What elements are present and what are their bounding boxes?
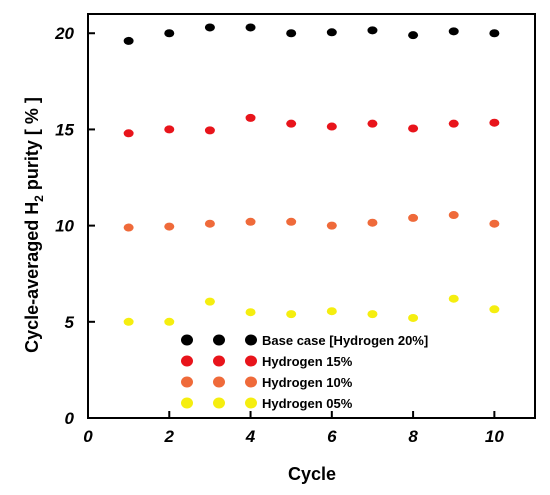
data-point: [164, 317, 175, 326]
data-point: [367, 119, 378, 128]
data-point: [164, 29, 175, 38]
x-tick-label: 10: [485, 427, 504, 446]
svg-text:Cycle-averaged H2 purity [ % ]: Cycle-averaged H2 purity [ % ]: [22, 97, 46, 353]
y-tick-label: 15: [55, 120, 74, 139]
data-point: [245, 308, 256, 317]
y-tick-label: 10: [55, 217, 74, 236]
y-axis-title-main: Cycle-averaged H: [22, 202, 42, 353]
x-axis-ticks: 0 2 4 6 8 10: [83, 411, 504, 446]
data-point: [286, 29, 297, 38]
legend-entry: Hydrogen 15%: [181, 354, 353, 369]
data-point: [245, 113, 256, 122]
data-points: [123, 23, 500, 326]
data-point: [164, 222, 175, 231]
legend-entry: Hydrogen 05%: [181, 396, 353, 411]
legend-marker: [213, 376, 225, 388]
plot-border: [87, 13, 536, 419]
data-point: [123, 223, 134, 232]
data-point: [448, 211, 459, 220]
data-point: [367, 26, 378, 35]
data-point: [367, 218, 378, 227]
data-point: [204, 126, 215, 135]
legend-marker: [181, 355, 193, 367]
legend: Base case [Hydrogen 20%] Hydrogen 15% Hydr…: [181, 333, 428, 411]
legend-entry: Hydrogen 10%: [181, 375, 353, 390]
y-tick-label: 20: [54, 24, 74, 43]
data-point: [245, 217, 256, 226]
x-tick-label: 0: [83, 427, 93, 446]
data-point: [489, 118, 500, 127]
data-point: [408, 313, 419, 322]
data-point: [326, 122, 337, 131]
x-axis-title: Cycle: [288, 464, 336, 484]
legend-marker: [213, 355, 225, 367]
data-point: [123, 317, 134, 326]
legend-label: Base case [Hydrogen 20%]: [262, 333, 428, 348]
legend-marker: [245, 334, 257, 346]
legend-label: Hydrogen 10%: [262, 375, 353, 390]
data-point: [123, 129, 134, 138]
legend-marker: [245, 355, 257, 367]
y-axis-title: Cycle-averaged H2 purity [ % ]: [22, 97, 46, 353]
legend-marker: [181, 376, 193, 388]
data-point: [448, 119, 459, 128]
y-tick-label: 0: [65, 409, 75, 428]
data-point: [326, 221, 337, 230]
data-point: [489, 29, 500, 38]
data-point: [489, 219, 500, 228]
legend-label: Hydrogen 15%: [262, 354, 353, 369]
legend-marker: [181, 334, 193, 346]
legend-label: Hydrogen 05%: [262, 396, 353, 411]
x-tick-label: 2: [164, 427, 175, 446]
data-point: [204, 219, 215, 228]
legend-entry: Base case [Hydrogen 20%]: [181, 333, 428, 348]
plot-frame: [87, 13, 536, 419]
y-axis-title-tail: purity [ % ]: [22, 97, 42, 195]
data-point: [164, 125, 175, 134]
y-tick-label: 5: [65, 313, 75, 332]
data-point: [286, 310, 297, 319]
legend-marker: [245, 397, 257, 409]
data-point: [286, 217, 297, 226]
data-point: [448, 294, 459, 303]
legend-marker: [245, 376, 257, 388]
data-point: [204, 297, 215, 306]
data-point: [123, 36, 134, 45]
x-tick-label: 4: [245, 427, 256, 446]
data-point: [326, 307, 337, 316]
data-point: [204, 23, 215, 32]
data-point: [408, 124, 419, 133]
legend-marker: [213, 334, 225, 346]
y-axis-ticks: 0 5 10 15 20: [54, 24, 95, 428]
x-tick-label: 6: [327, 427, 337, 446]
data-point: [326, 28, 337, 37]
data-point: [408, 31, 419, 40]
legend-marker: [213, 397, 225, 409]
data-point: [367, 310, 378, 319]
data-point: [245, 23, 256, 32]
data-point: [448, 27, 459, 36]
x-tick-label: 8: [408, 427, 418, 446]
legend-marker: [181, 397, 193, 409]
data-point: [286, 119, 297, 128]
data-point: [489, 305, 500, 314]
data-point: [408, 213, 419, 222]
y-axis-title-subscript: 2: [32, 195, 46, 202]
